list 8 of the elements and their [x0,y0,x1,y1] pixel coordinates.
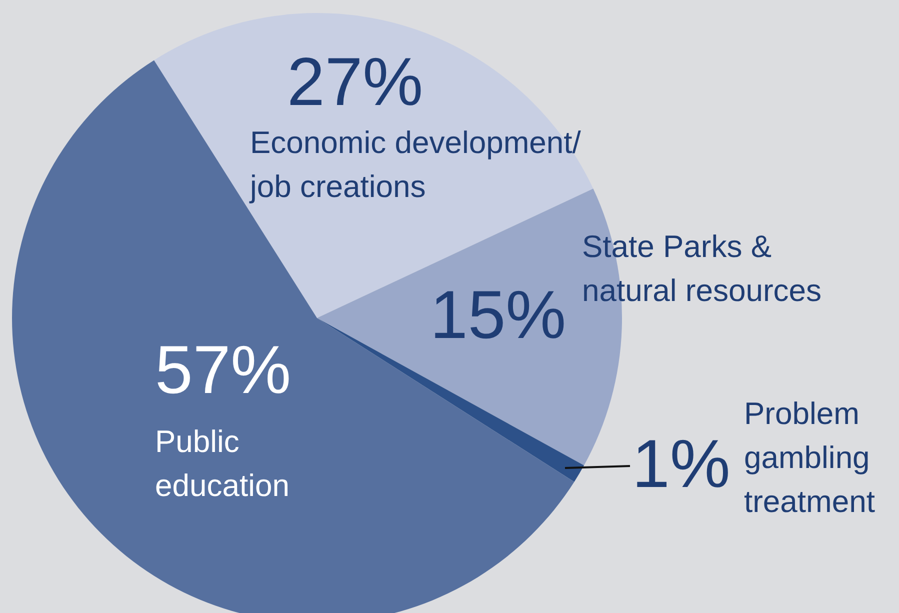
slice-label: State Parks & natural resources [582,229,822,308]
slice-label: Economic development/ job creations [249,125,582,204]
data-label: 1% [632,426,730,502]
data-label: 57% [155,332,292,408]
slice-label: Problem gambling treatment [744,396,876,519]
data-label: 27% [287,44,424,120]
data-label: 15% [430,277,566,353]
slice-label: Public education [155,424,290,503]
